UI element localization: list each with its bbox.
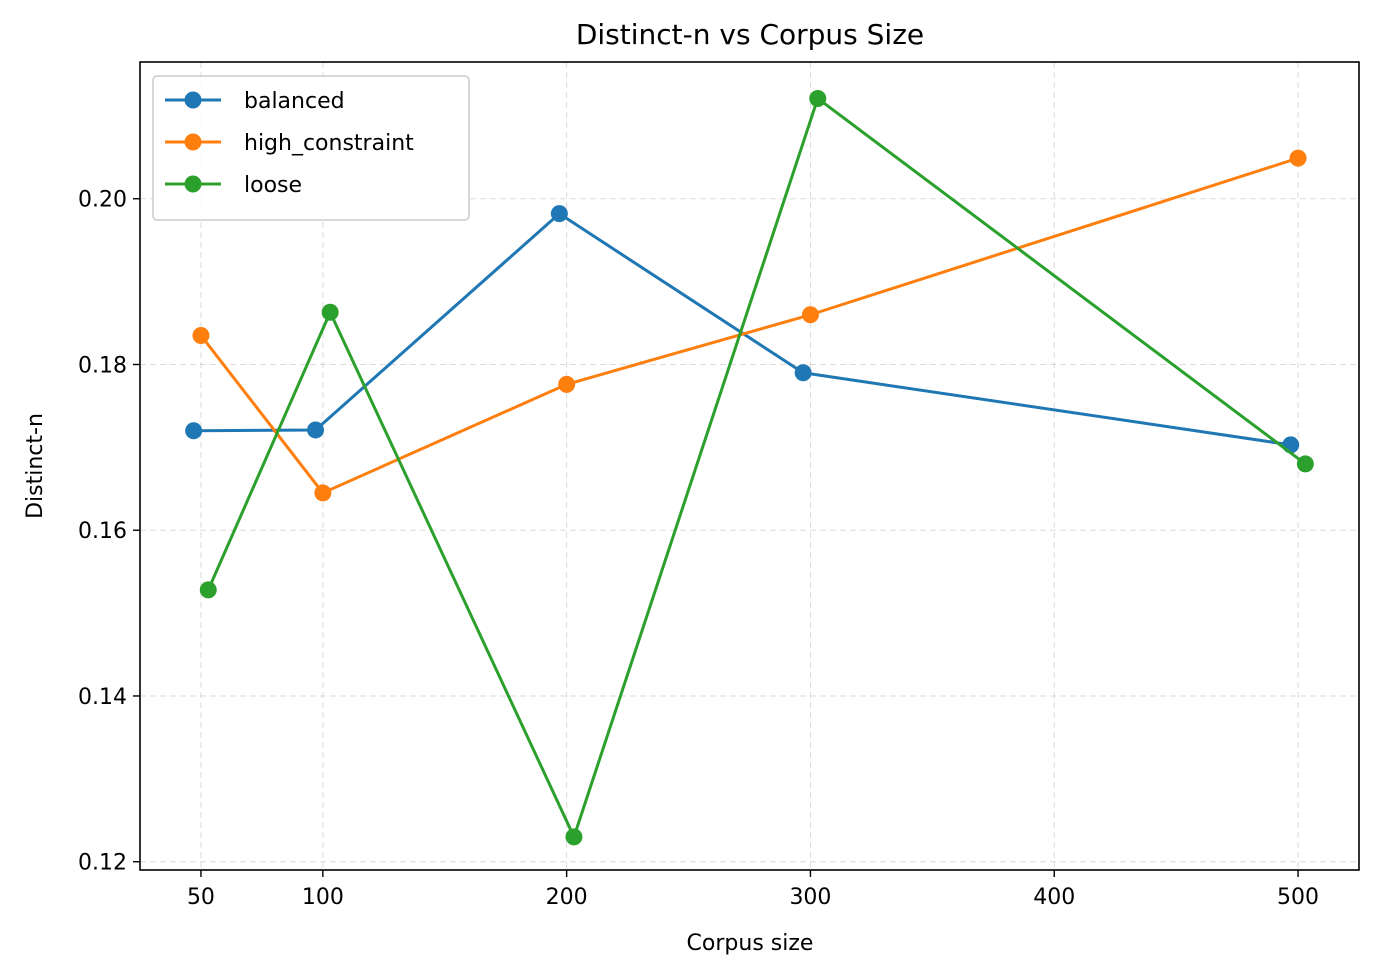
x-axis-label: Corpus size [687,931,814,956]
y-tick-label: 0.20 [78,188,127,213]
legend-item-loose: loose [165,173,302,198]
data-point-balanced [550,205,568,223]
y-tick-label: 0.12 [78,851,127,876]
y-axis-label: Distinct-n [23,413,48,519]
data-point-loose [565,828,583,846]
data-point-high-constraint [192,326,210,344]
y-tick-label: 0.18 [78,353,127,378]
y-tick-label: 0.14 [78,685,127,710]
chart-title: Distinct-n vs Corpus Size [576,18,924,51]
data-point-loose [1296,455,1314,473]
legend-item-balanced: balanced [165,89,345,114]
legend-label: high_constraint [244,131,414,156]
data-point-high-constraint [314,484,332,502]
data-point-loose [199,581,217,599]
data-point-balanced [307,421,325,439]
data-point-high-constraint [558,375,576,393]
data-point-loose [321,303,339,321]
plot-area-frame [139,61,1360,871]
x-tick-label: 400 [1033,885,1075,910]
x-tick-label: 200 [546,885,588,910]
data-point-loose [809,89,827,107]
series-layer [185,89,1314,846]
x-tick-label: 50 [187,885,215,910]
y-axis: 0.12 0.14 0.16 0.18 0.20 [78,188,140,876]
data-point-high-constraint [1289,149,1307,167]
data-point-high-constraint [801,306,819,324]
x-tick-label: 300 [789,885,831,910]
data-point-balanced [185,422,203,440]
legend-item-high-constraint: high_constraint [165,131,414,156]
legend-marker [184,91,202,109]
data-point-balanced [794,364,812,382]
x-axis: 50 100 200 300 400 500 [187,870,1319,910]
legend-box [152,75,470,221]
legend-label: loose [244,173,302,198]
legend-label: balanced [244,89,345,114]
x-tick-label: 500 [1277,885,1319,910]
series-loose [199,89,1314,846]
series-high-constraint [192,149,1307,502]
legend-marker [184,175,202,193]
legend-marker [184,133,202,151]
x-tick-label: 100 [302,885,344,910]
data-point-balanced [1282,436,1300,454]
y-tick-label: 0.16 [78,519,127,544]
